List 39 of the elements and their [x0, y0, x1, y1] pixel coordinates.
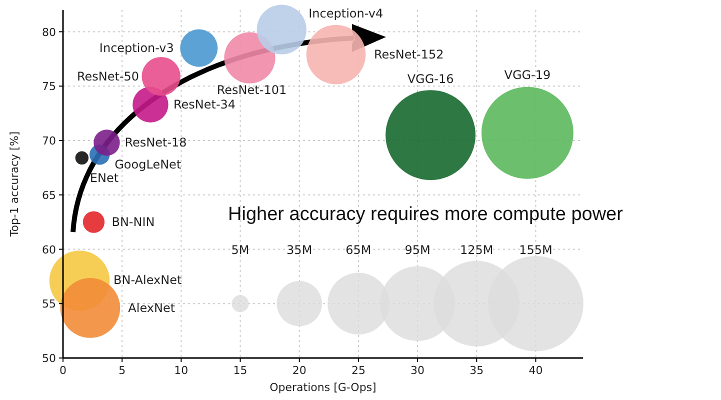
- legend-label: 155M: [519, 243, 552, 257]
- series-label: ENet: [90, 170, 119, 185]
- series-label: BN-NIN: [112, 215, 155, 230]
- series-label: ResNet-101: [216, 82, 287, 97]
- x-tick-label: 35: [470, 364, 484, 377]
- x-tick-label: 10: [174, 364, 188, 377]
- series-label: Inception-v4: [308, 6, 384, 21]
- x-tick-label: 30: [410, 364, 425, 377]
- legend-label: 65M: [346, 243, 372, 257]
- y-axis-title: Top-1 accuracy [%]: [8, 131, 21, 238]
- series-label: ResNet-34: [173, 98, 236, 112]
- legend-label: 35M: [286, 243, 312, 257]
- legend-label: 5M: [231, 243, 250, 257]
- x-axis-title: Operations [G-Ops]: [270, 381, 376, 394]
- series-label: VGG-19: [504, 68, 551, 82]
- x-tick-label: 0: [60, 364, 66, 377]
- series-label: VGG-16: [407, 72, 454, 86]
- x-tick-label: 15: [233, 364, 248, 377]
- series-label: GoogLeNet: [114, 158, 182, 172]
- x-tick-label: 40: [528, 364, 543, 377]
- series-label: AlexNet: [128, 300, 176, 315]
- series-label: ResNet-50: [76, 69, 140, 84]
- series-label: BN-AlexNet: [114, 272, 182, 287]
- y-tick-label: 55: [42, 298, 56, 311]
- y-tick-label: 75: [42, 80, 56, 94]
- x-tick-label: 5: [118, 364, 126, 377]
- series-label: ResNet-18: [124, 136, 187, 150]
- legend-label: 125M: [460, 243, 494, 257]
- annotation: Higher accuracy requires more compute power: [228, 204, 624, 225]
- y-tick-label: 80: [42, 26, 56, 39]
- y-tick-label: 60: [42, 243, 56, 256]
- y-tick-label: 65: [42, 188, 56, 202]
- y-tick-label: 50: [42, 352, 56, 365]
- y-tick-label: 70: [42, 134, 56, 148]
- x-tick-label: 25: [351, 364, 366, 377]
- series-label: Inception-v3: [99, 41, 174, 56]
- legend-label: 95M: [404, 243, 430, 257]
- series-label: ResNet-152: [374, 48, 444, 62]
- x-tick-label: 20: [292, 364, 306, 377]
